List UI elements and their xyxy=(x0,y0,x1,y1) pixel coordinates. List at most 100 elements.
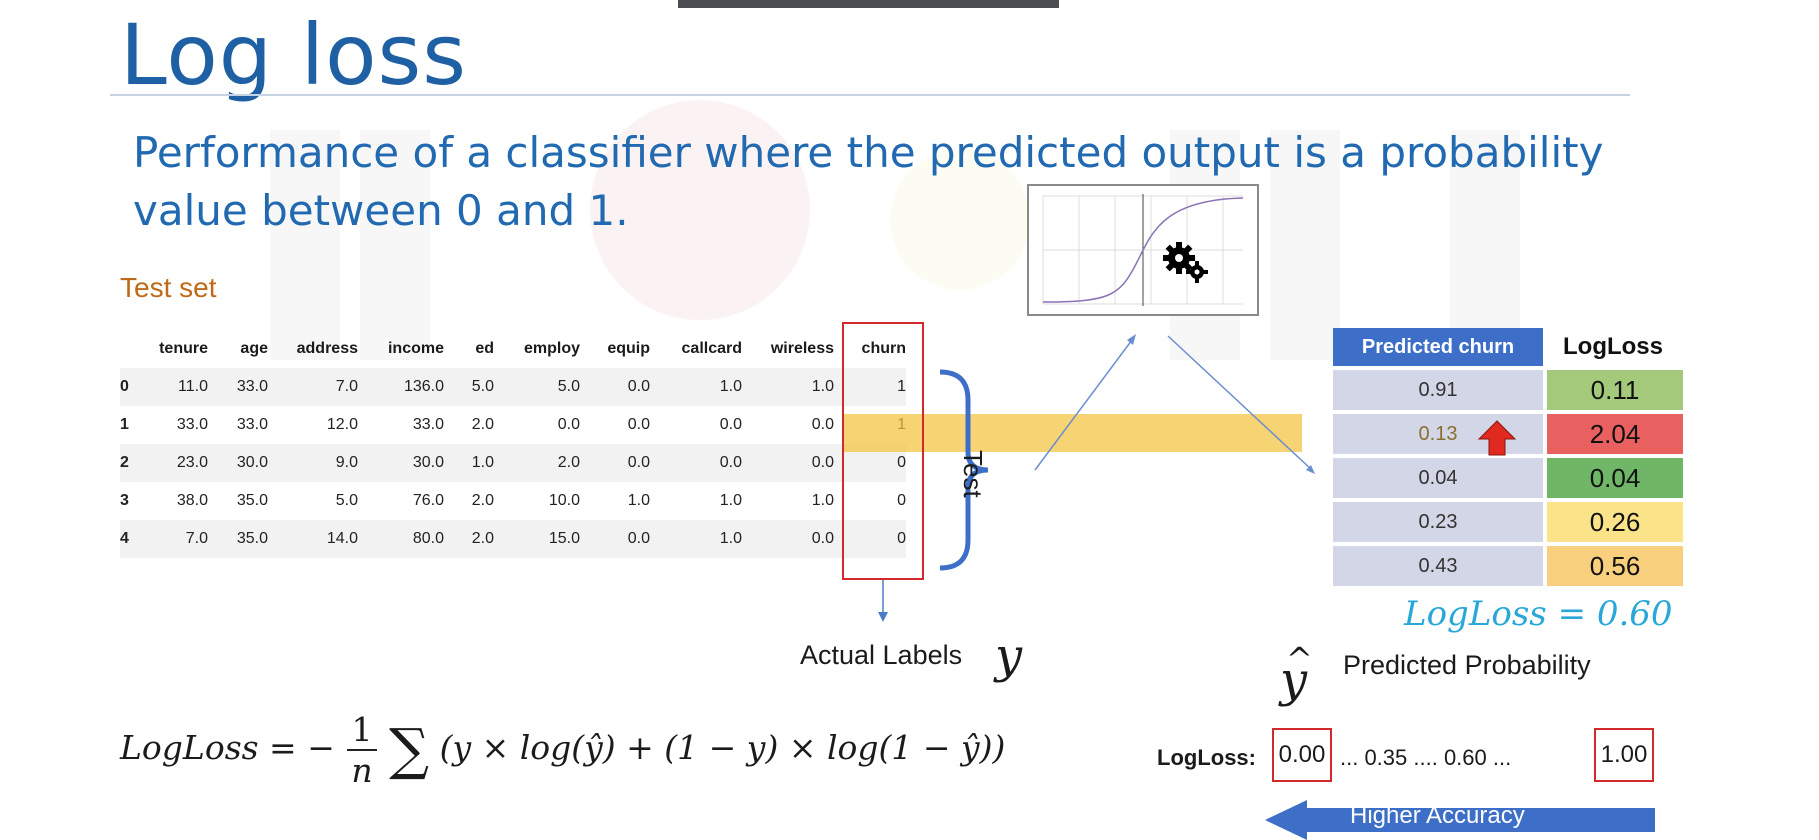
logloss-value: 2.04 xyxy=(1543,414,1683,454)
table-cell: 1.0 xyxy=(444,444,494,482)
higher-accuracy-label: Higher Accuracy xyxy=(1350,802,1525,829)
y-symbol: y xyxy=(995,628,1023,684)
table-cell: 1.0 xyxy=(719,492,742,509)
table-cell: 0.0 xyxy=(650,444,742,482)
test-brace-label: Test xyxy=(958,450,988,498)
table-cell: 0.0 xyxy=(580,368,650,406)
logloss-value: 0.04 xyxy=(1543,458,1683,498)
predicted-value: 0.23 xyxy=(1333,502,1543,542)
column-header: employ xyxy=(523,340,580,357)
table-cell: 2 xyxy=(120,444,148,482)
formula-sum: ∑ xyxy=(389,717,430,783)
table-header-row: tenure age address income ed employ equi… xyxy=(120,330,906,368)
slide-title: Log loss xyxy=(120,6,467,104)
scale-label: LogLoss: xyxy=(1157,745,1256,770)
table-cell: 33.0 xyxy=(236,416,268,433)
table-cell: 1.0 xyxy=(650,368,742,406)
test-set-table: tenure age address income ed employ equi… xyxy=(120,330,906,558)
table-cell: 1 xyxy=(120,416,129,433)
higher-accuracy-arrow-icon xyxy=(1265,800,1655,840)
table-cell: 33.0 xyxy=(412,416,444,433)
table-cell: 33.0 xyxy=(208,368,268,406)
formula-fraction: 1 n xyxy=(347,710,377,790)
table-cell: 10.0 xyxy=(548,492,580,509)
table-row: 2 23.0 30.0 9.0 30.0 1.0 2.0 0.0 0.0 0.0… xyxy=(120,444,906,482)
table-cell: 0.0 xyxy=(811,416,834,433)
table-cell: 0.0 xyxy=(580,520,650,558)
prediction-row: 0.23 0.26 xyxy=(1333,502,1683,542)
yhat-caret: ^ xyxy=(1286,640,1313,678)
table-cell: 0.0 xyxy=(627,416,650,433)
table-cell: 0 xyxy=(834,520,906,558)
table-cell: 2.0 xyxy=(444,520,494,558)
formula-numerator: 1 xyxy=(347,710,377,751)
top-bar xyxy=(678,0,1059,8)
table-cell: 5.0 xyxy=(444,368,494,406)
prediction-row: 0.43 0.56 xyxy=(1333,546,1683,586)
table-cell: 136.0 xyxy=(358,368,444,406)
table-cell: 38.0 xyxy=(176,492,208,509)
test-set-label: Test set xyxy=(120,272,217,303)
table-cell: 9.0 xyxy=(268,444,358,482)
prediction-table: Predicted churn LogLoss 0.91 0.11 0.13 2.04… xyxy=(1333,324,1683,590)
arrow-to-predictions-head xyxy=(1306,465,1315,474)
table-row: 3 38.0 35.0 5.0 76.0 2.0 10.0 1.0 1.0 1.… xyxy=(120,482,906,520)
table-cell: 30.0 xyxy=(208,444,268,482)
table-cell: 33.0 xyxy=(176,416,208,433)
gears-icon xyxy=(1163,242,1208,283)
table-cell: 0.0 xyxy=(742,520,834,558)
logloss-formula: LogLoss = − 1 n ∑ (y × log(ŷ) + (1 − y) … xyxy=(120,710,1005,790)
arrow-to-predictions xyxy=(1167,335,1313,471)
table-cell: 5.0 xyxy=(494,368,580,406)
column-header: churn xyxy=(861,340,906,357)
column-header: tenure xyxy=(159,340,208,357)
table-cell: 2.0 xyxy=(471,416,494,433)
table-cell: 0 xyxy=(897,492,906,509)
table-cell: 5.0 xyxy=(335,492,358,509)
table-cell: 0.0 xyxy=(719,416,742,433)
formula-denominator: n xyxy=(351,751,373,790)
scale-max-box: 1.00 xyxy=(1594,728,1654,782)
predicted-churn-header: Predicted churn xyxy=(1333,328,1543,366)
red-up-arrow-icon xyxy=(1477,420,1517,456)
table-cell: 7.0 xyxy=(268,368,358,406)
title-divider xyxy=(110,94,1630,96)
table-cell: 0.0 xyxy=(580,444,650,482)
table-cell: 7.0 xyxy=(148,520,208,558)
table-cell: 11.0 xyxy=(148,368,208,406)
table-cell: 80.0 xyxy=(358,520,444,558)
logloss-value: 0.56 xyxy=(1543,546,1683,586)
yhat-symbol: y xyxy=(1280,652,1308,708)
arrow-to-model xyxy=(1034,339,1133,471)
column-header: equip xyxy=(607,340,650,357)
column-header: ed xyxy=(475,340,494,357)
logloss-header: LogLoss xyxy=(1543,328,1683,366)
table-cell: 30.0 xyxy=(358,444,444,482)
column-header: address xyxy=(296,340,358,357)
table-cell: 1 xyxy=(834,368,906,406)
column-header: wireless xyxy=(770,340,834,357)
table-cell: 76.0 xyxy=(412,492,444,509)
table-cell: 2.0 xyxy=(471,492,494,509)
scale-middle-values: ... 0.35 .... 0.60 ... xyxy=(1340,745,1512,770)
prediction-header-row: Predicted churn LogLoss xyxy=(1333,328,1683,366)
column-header: callcard xyxy=(681,340,742,357)
table-cell: 1.0 xyxy=(811,492,834,509)
predicted-probability-text: Predicted Probability xyxy=(1343,650,1591,680)
table-cell: 35.0 xyxy=(236,492,268,509)
arrow-down-head xyxy=(878,612,888,622)
table-cell: 1.0 xyxy=(650,520,742,558)
actual-labels-text: Actual Labels xyxy=(800,640,963,670)
arrow-to-model-head xyxy=(1127,334,1136,345)
table-cell: 4 xyxy=(120,520,148,558)
logloss-value: 0.11 xyxy=(1543,370,1683,410)
table-cell: 0.0 xyxy=(557,416,580,433)
table-cell: 1.0 xyxy=(742,368,834,406)
logloss-result: LogLoss = 0.60 xyxy=(1404,594,1673,634)
table-cell: 35.0 xyxy=(208,520,268,558)
table-cell: 23.0 xyxy=(148,444,208,482)
prediction-row: 0.04 0.04 xyxy=(1333,458,1683,498)
table-row: 0 11.0 33.0 7.0 136.0 5.0 5.0 0.0 1.0 1.… xyxy=(120,368,906,406)
column-header: age xyxy=(240,340,268,357)
